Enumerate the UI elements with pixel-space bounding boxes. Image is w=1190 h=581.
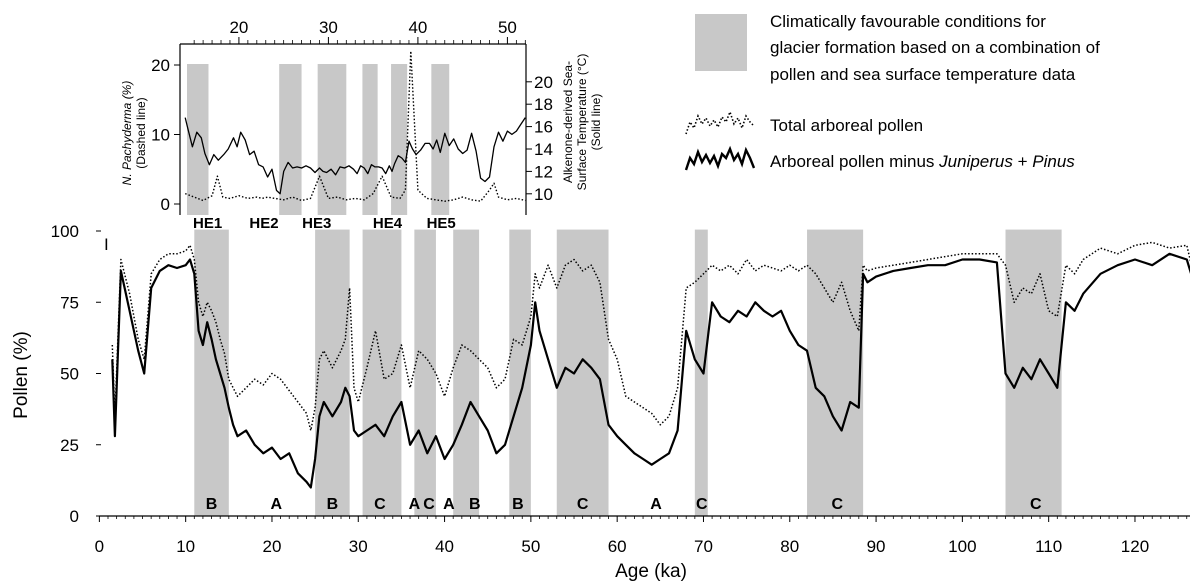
main-shaded-interval-8: [807, 229, 864, 516]
inset-series: [184, 50, 526, 202]
main-x-tick-label-11: 110: [1035, 537, 1062, 556]
main-pollen-chart: 0102030405060708090100110120130025507510…: [11, 222, 1190, 581]
he-label-4: HE5: [427, 215, 456, 232]
inset-right-tick-label-0: 10: [534, 185, 553, 204]
inset-right-title-2: Surface Temperature (°C): [575, 54, 589, 191]
zone-label-6: A: [443, 496, 455, 513]
main-x-tick-label-12: 120: [1121, 537, 1149, 556]
zone-label-11: C: [696, 496, 708, 513]
main-y-tick-label-1: 25: [60, 436, 79, 455]
legend-shade-swatch: [695, 14, 747, 71]
legend-shade-text-3: pollen and sea surface temperature data: [770, 65, 1076, 84]
main-y-tick-label-2: 50: [60, 365, 79, 384]
inset-left-title-1: N. Pachyderma (%): [120, 81, 134, 186]
he-label-0: HE1: [193, 215, 222, 232]
zone-label-2: B: [327, 496, 339, 513]
main-y-axis-title: Pollen (%): [11, 331, 32, 419]
inset-shaded-intervals: [187, 64, 450, 215]
main-shaded-interval-0: [194, 229, 229, 516]
legend-shade-text-1: Climatically favourable conditions for: [770, 12, 1046, 31]
legend-dotted-swatch: [685, 109, 755, 135]
main-x-tick-label-9: 90: [867, 537, 886, 556]
inset-shaded-interval-3: [362, 64, 378, 215]
zone-label-9: C: [577, 496, 589, 513]
legend: Climatically favourable conditions for g…: [684, 12, 1100, 171]
inset-x-tick-label-2: 40: [408, 18, 427, 37]
main-y-tick-label-0: 0: [70, 507, 79, 526]
inset-x-tick-label-3: 50: [498, 18, 517, 37]
main-x-tick-label-2: 20: [263, 537, 282, 556]
main-shaded-intervals: [194, 229, 1062, 516]
he-label-2: HE3: [302, 215, 331, 232]
zone-label-4: A: [409, 496, 421, 513]
main-x-tick-label-7: 70: [694, 537, 713, 556]
main-x-tick-label-8: 80: [780, 537, 799, 556]
main-x-tick-label-0: 0: [95, 537, 104, 556]
arboreal-minus-juniperus-pinus-line: [111, 252, 1190, 489]
inset-right-title-1: Alkenone-derived Sea-: [561, 61, 575, 183]
zone-label-8: B: [512, 496, 524, 513]
zone-label-13: C: [1030, 496, 1042, 513]
inset-left-title-2: (Dashed line): [134, 97, 148, 168]
zone-label-12: C: [831, 496, 843, 513]
zone-label-7: B: [469, 496, 481, 513]
heinrich-event-labels: HE1 HE2 HE3 HE4 HE5: [193, 215, 456, 232]
legend-shade-text-2: glacier formation based on a combination…: [770, 38, 1100, 57]
main-shaded-interval-3: [414, 229, 436, 516]
sea-surface-temperature-line: [184, 117, 526, 195]
inset-x-tick-label-0: 20: [229, 18, 248, 37]
inset-right-tick-label-1: 12: [534, 162, 553, 181]
inset-left-tick-label-2: 20: [151, 56, 170, 75]
main-shaded-interval-6: [556, 229, 609, 516]
inset-right-tick-label-5: 20: [534, 73, 553, 92]
inset-right-tick-label-4: 18: [534, 95, 553, 114]
legend-dotted-text: Total arboreal pollen: [770, 116, 923, 135]
inset-left-tick-label-0: 0: [161, 195, 170, 214]
main-x-tick-label-5: 50: [521, 537, 540, 556]
main-shaded-interval-2: [362, 229, 402, 516]
legend-solid-text: Arboreal pollen minus Juniperus + Pinus: [770, 152, 1075, 171]
inset-left-tick-label-1: 10: [151, 126, 170, 145]
main-x-tick-label-10: 100: [948, 537, 976, 556]
inset-shaded-interval-1: [279, 64, 302, 215]
inset-shaded-interval-5: [431, 64, 450, 215]
n-pachyderma-line: [184, 50, 526, 202]
inset-shaded-interval-2: [317, 64, 347, 215]
main-x-axis-title: Age (ka): [615, 561, 687, 581]
inset-shaded-interval-0: [187, 64, 209, 215]
main-shaded-interval-7: [694, 229, 708, 516]
inset-shaded-interval-4: [391, 64, 408, 215]
main-x-tick-label-1: 10: [176, 537, 195, 556]
inset-axes: 20 30 40 50 0 10 20 10 12 14 16 18 20: [151, 18, 553, 215]
he-label-1: HE2: [249, 215, 278, 232]
main-y-tick-label-4: 100: [51, 222, 79, 241]
inset-right-title-3: (Solid line): [589, 94, 603, 151]
inset-right-tick-label-3: 16: [534, 118, 553, 137]
main-axes: 0102030405060708090100110120130025507510…: [51, 222, 1190, 556]
main-y-tick-label-3: 75: [60, 293, 79, 312]
inset-background: [180, 44, 526, 215]
inset-right-tick-label-2: 14: [534, 140, 553, 159]
main-shaded-interval-1: [315, 229, 350, 516]
he-label-3: HE4: [373, 215, 403, 232]
corner-label: I: [104, 235, 109, 254]
main-x-tick-label-4: 40: [435, 537, 454, 556]
inset-x-tick-label-1: 30: [319, 18, 338, 37]
main-x-tick-label-6: 60: [608, 537, 627, 556]
zone-label-1: A: [271, 496, 283, 513]
main-shaded-interval-5: [509, 229, 531, 516]
main-shaded-interval-4: [453, 229, 480, 516]
zone-label-0: B: [206, 496, 218, 513]
main-x-tick-label-3: 30: [349, 537, 368, 556]
zone-label-5: C: [423, 496, 435, 513]
zone-label-10: A: [650, 496, 662, 513]
main-series: [111, 241, 1190, 489]
legend-solid-swatch: [684, 145, 756, 171]
zone-label-3: C: [374, 496, 386, 513]
